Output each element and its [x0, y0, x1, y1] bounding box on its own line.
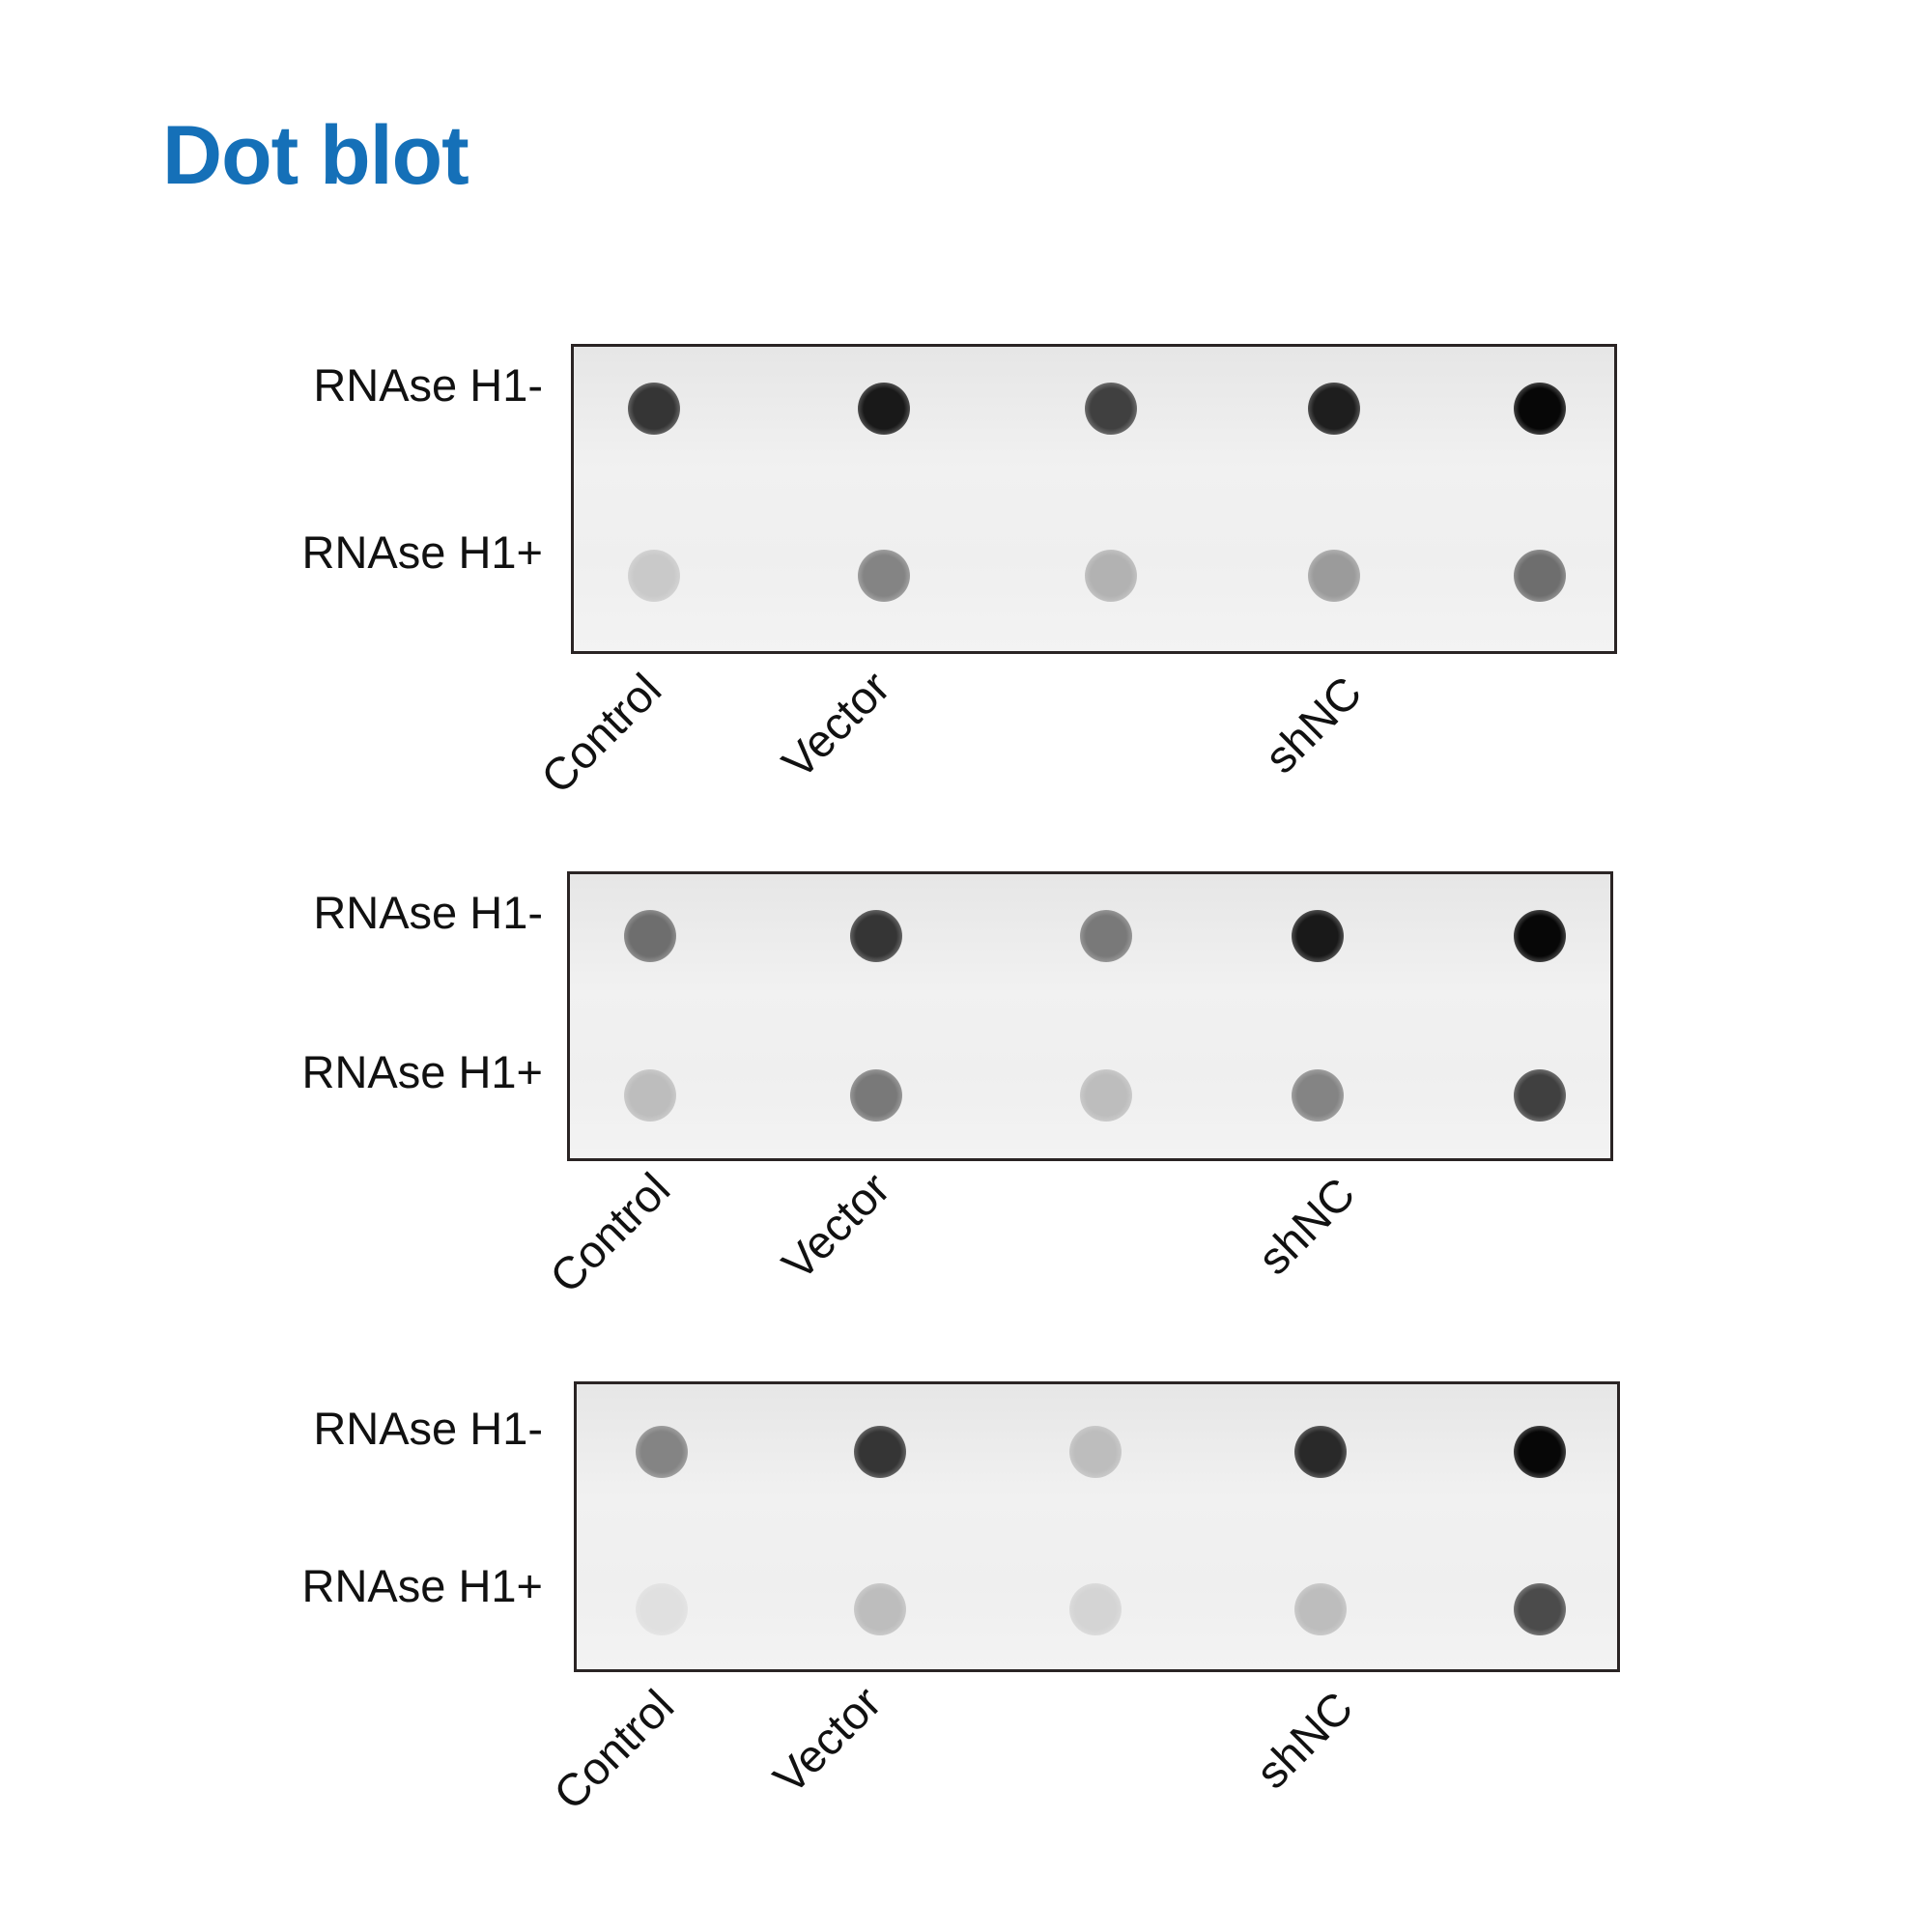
- blot-dot: [624, 1069, 676, 1122]
- column-label: Control: [530, 663, 671, 804]
- blot-dot: [858, 383, 910, 435]
- row-label: RNAse H1-: [313, 1403, 543, 1454]
- blot-dot: [1294, 1583, 1347, 1635]
- blot-dot: [1514, 550, 1566, 602]
- row-label: RNAse H1-: [313, 887, 543, 938]
- column-label: Vector: [772, 1162, 899, 1290]
- column-label: Vector: [772, 661, 899, 788]
- blot-dot: [628, 383, 680, 435]
- blot-dot: [1514, 383, 1566, 435]
- blot-dot: [1514, 1583, 1566, 1635]
- blot-dot: [850, 910, 902, 962]
- blot-dot: [1085, 383, 1137, 435]
- column-label: shNC: [1254, 666, 1372, 783]
- column-label: shNC: [1247, 1167, 1365, 1285]
- blot-dot: [1085, 550, 1137, 602]
- row-label: RNAse H1+: [301, 526, 543, 578]
- row-label: RNAse H1+: [301, 1046, 543, 1097]
- blot-dot: [1080, 910, 1132, 962]
- column-label: Control: [543, 1679, 684, 1820]
- blot-dot: [1292, 1069, 1344, 1122]
- blot-dot: [1514, 910, 1566, 962]
- blot-dot: [1308, 550, 1360, 602]
- blot-dot: [1080, 1069, 1132, 1122]
- blot-dot: [1294, 1426, 1347, 1478]
- blot-dot: [850, 1069, 902, 1122]
- blot-dot: [1069, 1426, 1122, 1478]
- blot-dot: [1514, 1069, 1566, 1122]
- row-label: RNAse H1-: [313, 359, 543, 411]
- blot-dot: [624, 910, 676, 962]
- blot-dot: [1292, 910, 1344, 962]
- blot-dot: [854, 1583, 906, 1635]
- column-label: Control: [539, 1162, 680, 1303]
- blot-dot: [854, 1426, 906, 1478]
- column-label: Vector: [763, 1676, 891, 1804]
- blot-dot: [1069, 1583, 1122, 1635]
- blot-dot: [636, 1583, 688, 1635]
- blot-dot: [1514, 1426, 1566, 1478]
- blot-dot: [636, 1426, 688, 1478]
- figure-title: Dot blot: [162, 109, 469, 202]
- blot-dot: [628, 550, 680, 602]
- column-label: shNC: [1245, 1681, 1363, 1799]
- blot-dot: [1308, 383, 1360, 435]
- blot-dot: [858, 550, 910, 602]
- row-label: RNAse H1+: [301, 1560, 543, 1611]
